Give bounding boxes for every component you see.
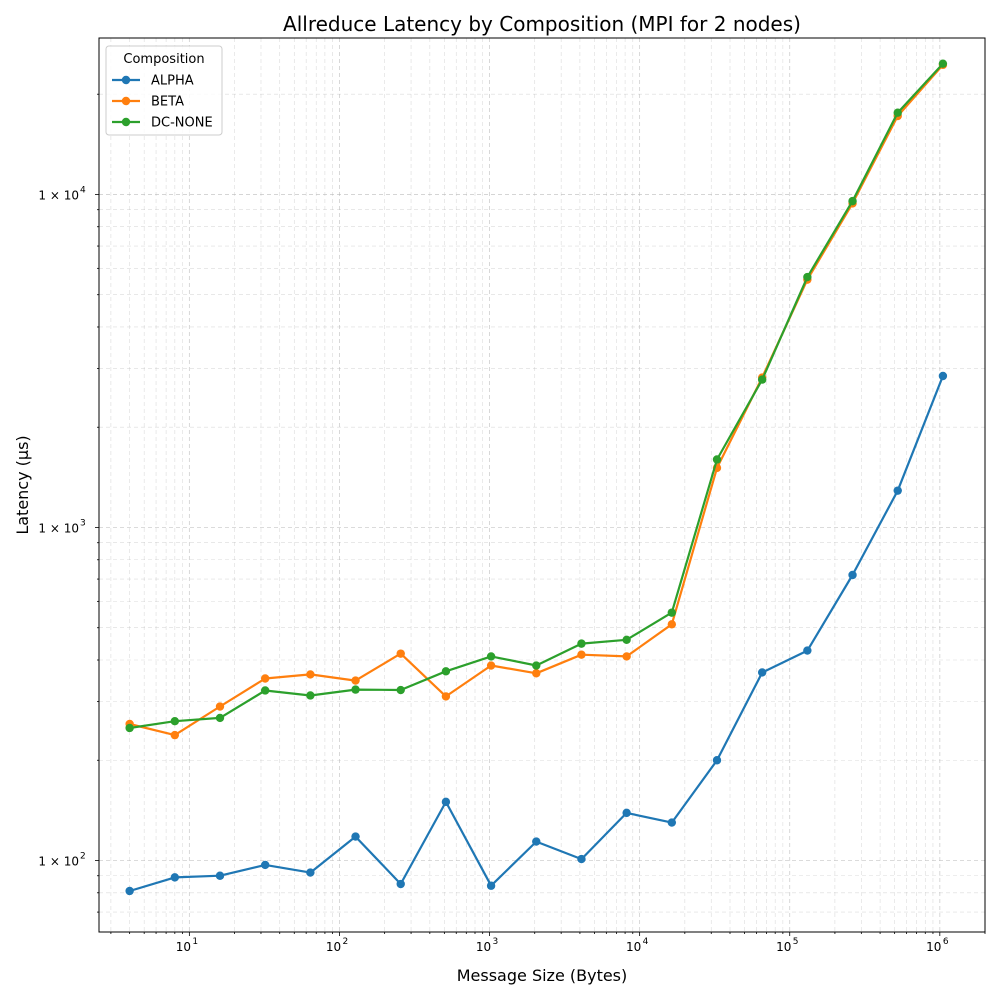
data-point-beta <box>486 661 496 670</box>
data-point-alpha <box>577 854 586 864</box>
x-tick-label-exponent: 5 <box>793 937 799 947</box>
x-tick-label: 10 <box>476 940 491 954</box>
data-point-alpha <box>170 873 180 882</box>
data-point-dc-none <box>260 686 270 695</box>
data-point-dc-none <box>577 639 586 648</box>
x-tick-label-exponent: 4 <box>643 937 649 947</box>
legend-title: Composition <box>123 52 204 67</box>
y-tick-label-exponent: 4 <box>80 185 86 195</box>
axis-ticks: 10 1 10 2 10 3 10 4 10 5 10 61 × 10 21 × 10 31 × 10 4 <box>38 93 986 954</box>
data-point-alpha <box>893 486 902 495</box>
y-axis-label: Latency (µs) <box>13 435 32 534</box>
data-point-beta <box>260 674 270 683</box>
data-point-alpha <box>757 668 767 677</box>
y-tick-label: 1 × 10 <box>38 855 79 869</box>
legend-marker-dc-none <box>121 117 131 127</box>
x-axis-label: Message Size (Bytes) <box>457 966 628 985</box>
data-point-beta <box>215 702 225 711</box>
chart-title: Allreduce Latency by Composition (MPI fo… <box>283 12 801 36</box>
data-point-dc-none <box>667 608 677 617</box>
data-point-dc-none <box>306 691 315 700</box>
x-tick-label-exponent: 1 <box>192 937 198 947</box>
data-point-dc-none <box>893 108 902 117</box>
data-point-dc-none <box>938 59 948 68</box>
data-point-alpha <box>532 837 541 846</box>
data-point-alpha <box>622 808 631 818</box>
data-point-alpha <box>215 871 225 880</box>
y-tick-label: 1 × 10 <box>38 521 79 535</box>
data-point-beta <box>306 670 315 679</box>
data-point-alpha <box>306 868 315 877</box>
legend-marker-alpha <box>121 75 131 85</box>
data-point-alpha <box>938 371 948 381</box>
x-tick-label: 10 <box>776 940 791 954</box>
x-tick-label: 10 <box>176 940 191 954</box>
data-point-alpha <box>486 881 496 890</box>
data-point-alpha <box>396 879 405 889</box>
data-point-beta <box>532 669 541 678</box>
legend-label-dc-none: DC-NONE <box>151 116 213 131</box>
plot-frame <box>98 37 986 933</box>
legend-label-alpha: ALPHA <box>151 74 194 89</box>
data-point-dc-none <box>170 717 180 726</box>
data-point-beta <box>351 676 360 685</box>
legend-marker-beta <box>121 96 131 106</box>
x-tick-label-exponent: 3 <box>493 937 499 947</box>
y-tick-label-exponent: 2 <box>80 852 86 862</box>
data-point-beta <box>441 692 451 701</box>
data-point-beta <box>170 730 180 740</box>
data-point-dc-none <box>486 652 496 661</box>
data-point-dc-none <box>803 272 812 282</box>
data-point-alpha <box>712 756 722 765</box>
data-point-dc-none <box>848 196 857 206</box>
data-point-alpha <box>351 832 360 841</box>
data-point-alpha <box>260 860 270 870</box>
y-tick-label: 1 × 10 <box>38 188 79 202</box>
x-tick-label: 10 <box>626 940 641 954</box>
data-point-alpha <box>667 818 677 827</box>
data-point-dc-none <box>712 455 722 464</box>
x-tick-label-exponent: 6 <box>943 937 949 947</box>
data-point-alpha <box>125 886 134 896</box>
data-point-dc-none <box>351 685 360 694</box>
data-point-beta <box>622 652 631 661</box>
series-group <box>125 59 948 896</box>
data-point-alpha <box>848 570 857 580</box>
data-point-dc-none <box>622 635 631 644</box>
grid-lines <box>99 38 986 932</box>
data-point-dc-none <box>215 713 225 723</box>
data-point-dc-none <box>441 667 451 676</box>
legend-label-beta: BETA <box>151 95 184 110</box>
x-tick-label: 10 <box>926 940 941 954</box>
data-point-dc-none <box>396 685 405 695</box>
data-point-alpha <box>803 646 812 655</box>
data-point-beta <box>396 649 405 658</box>
y-tick-label-exponent: 3 <box>80 518 86 528</box>
legend: Composition ALPHA BETA DC-NONE <box>105 45 223 136</box>
data-point-dc-none <box>757 375 767 384</box>
data-point-dc-none <box>125 723 134 733</box>
data-point-beta <box>667 620 677 629</box>
legend-box <box>105 45 223 136</box>
x-tick-label: 10 <box>326 940 341 954</box>
data-point-beta <box>577 650 586 659</box>
x-tick-label-exponent: 2 <box>342 937 348 947</box>
data-point-alpha <box>441 797 451 807</box>
data-point-dc-none <box>532 661 541 670</box>
